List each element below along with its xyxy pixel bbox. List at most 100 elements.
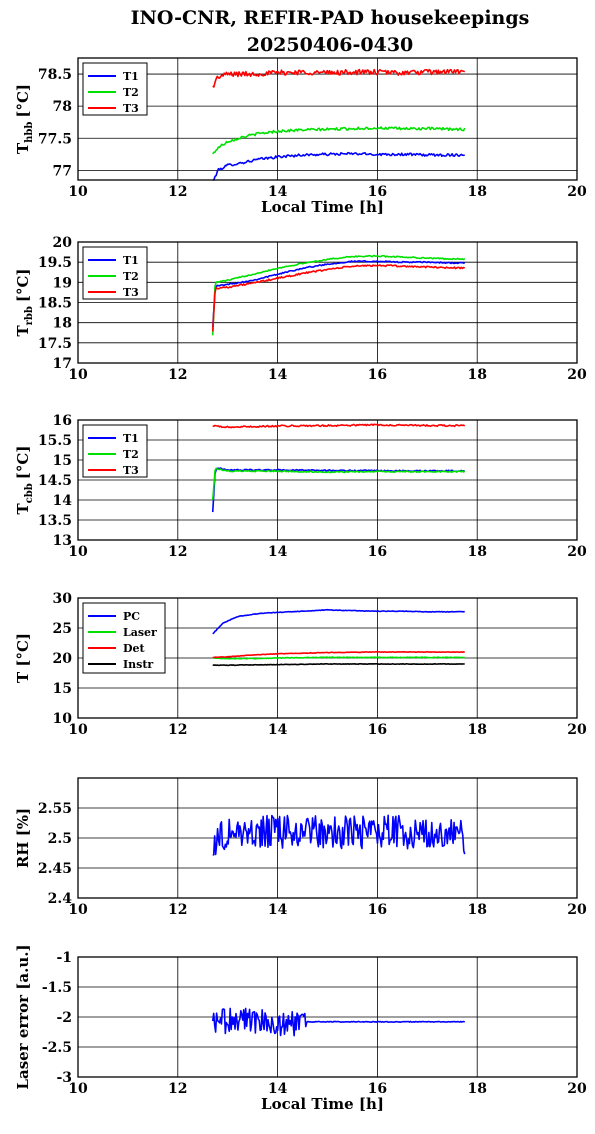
x-tick-label: 18 — [467, 902, 486, 918]
x-tick-label: 16 — [368, 722, 387, 738]
chart-panel-3: 10 12 14 16 18 20 13 13.5 14 14.5 15 15.5 16 Tcbb [°C]… — [14, 413, 587, 560]
x-tick-label: 18 — [467, 367, 486, 383]
x-tick-label: 14 — [268, 722, 288, 738]
y-tick-label: -1.5 — [42, 980, 72, 996]
y-tick-label: 15.5 — [38, 433, 72, 449]
series-line-laser — [212, 656, 465, 660]
y-tick-label: 13 — [53, 533, 72, 549]
x-tick-label: 12 — [168, 184, 187, 200]
legend-label: T1 — [123, 254, 139, 267]
chart-panel-2: 10 12 14 16 18 20 17 17.5 18 18.5 19 19.5 20 Trbb [°C]… — [14, 235, 587, 383]
y-tick-label: 2.5 — [48, 831, 72, 847]
x-tick-label: 10 — [68, 184, 88, 200]
x-tick-label: 18 — [467, 184, 486, 200]
x-tick-label: 14 — [268, 184, 288, 200]
grid — [77, 419, 578, 541]
y-tick-label: 25 — [53, 621, 72, 637]
legend-label: Laser — [123, 626, 157, 639]
series-line-data — [212, 814, 466, 856]
x-tick-label: 10 — [68, 902, 88, 918]
x-tick-label: 12 — [168, 902, 187, 918]
series-line-t3 — [212, 68, 466, 88]
y-axis-label-sub: cbb — [24, 483, 35, 503]
x-tick-label: 20 — [567, 1081, 587, 1097]
legend: PC Laser Det Instr — [82, 602, 166, 674]
series-line-instr — [212, 662, 465, 667]
plot-frame — [77, 241, 578, 364]
x-tick-label: 16 — [368, 902, 387, 918]
y-tick-label: 20 — [53, 651, 73, 667]
x-tick-label: 20 — [567, 184, 587, 200]
legend-label: Det — [123, 642, 146, 655]
y-tick-label: -3 — [56, 1070, 72, 1086]
y-axis-label-main: T — [14, 325, 32, 337]
y-tick-label: -2.5 — [42, 1040, 72, 1056]
legend-label: T2 — [123, 86, 139, 99]
y-axis-label: Laser error [a.u.] — [14, 944, 32, 1089]
series-line-t2 — [212, 126, 466, 155]
x-tick-label: 20 — [567, 722, 587, 738]
y-tick-label: 20 — [53, 235, 73, 251]
y-axis-label-main: T [°C] — [14, 633, 32, 683]
series-line-t2 — [211, 254, 466, 336]
grid — [77, 58, 578, 180]
legend-label: T3 — [123, 464, 139, 477]
x-tick-label: 14 — [268, 544, 288, 560]
x-tick-label: 14 — [268, 1081, 288, 1097]
chart-panel-4: 10 12 14 16 18 20 10 15 20 25 30 T [°C] PC Laser Det In… — [14, 591, 587, 738]
y-tick-label: 77.5 — [38, 131, 72, 147]
series-line-t3 — [212, 423, 466, 429]
plot-frame — [77, 956, 578, 1078]
y-tick-label: 15 — [53, 453, 72, 469]
series-line-pc — [212, 608, 465, 635]
x-tick-label: 10 — [68, 722, 88, 738]
y-axis-label-sub: rbb — [24, 306, 35, 325]
legend-box — [82, 424, 148, 478]
x-tick-label: 14 — [268, 367, 288, 383]
y-axis-label: Trbb [°C] — [14, 268, 35, 336]
legend-label: T1 — [123, 70, 139, 83]
y-axis-label-unit: [°C] — [14, 446, 32, 480]
legend-box — [82, 602, 166, 674]
series-line-t1 — [211, 467, 465, 513]
x-tick-label: 16 — [368, 184, 387, 200]
x-tick-label: 16 — [368, 1081, 387, 1097]
x-tick-label: 20 — [567, 544, 587, 560]
y-tick-label: 17.5 — [38, 336, 72, 352]
x-tick-label: 10 — [68, 544, 88, 560]
plot-frame — [77, 777, 578, 899]
figure-title-line2: 20250406-0430 — [247, 34, 414, 56]
y-tick-label: 2.45 — [38, 861, 72, 877]
y-tick-label: 18 — [53, 316, 72, 332]
legend-box — [82, 246, 148, 300]
y-axis-label-main: Laser error [a.u.] — [14, 944, 32, 1089]
y-axis-label: RH [%] — [14, 808, 32, 868]
x-tick-label: 20 — [567, 902, 587, 918]
x-tick-label: 16 — [368, 544, 387, 560]
x-tick-label: 10 — [68, 1081, 88, 1097]
legend: T1 T2 T3 — [82, 424, 148, 478]
y-tick-label: 19 — [53, 275, 72, 291]
y-axis-label-main: T — [14, 502, 32, 514]
chart-panel-5: 10 12 14 16 18 20 2.4 2.45 2.5 2.55 RH [%] — [14, 777, 587, 918]
series-line-det — [212, 650, 465, 659]
y-tick-label: -2 — [56, 1010, 72, 1026]
x-axis-label: Local Time [h] — [261, 1095, 384, 1113]
plot-frame — [77, 597, 578, 719]
chart-panel-6: 10 12 14 16 18 20 -3 -2.5 -2 -1.5 -1 Local Time [h]… — [14, 944, 587, 1113]
y-tick-label: 19.5 — [38, 255, 72, 271]
y-tick-label: -1 — [56, 950, 72, 966]
y-tick-label: 13.5 — [38, 513, 72, 529]
y-tick-label: 14.5 — [38, 473, 72, 489]
y-tick-label: 2.4 — [48, 891, 73, 907]
y-axis-label: T [°C] — [14, 633, 32, 683]
x-tick-label: 18 — [467, 544, 486, 560]
legend-label: T2 — [123, 448, 139, 461]
series-line-t1 — [212, 151, 465, 181]
y-tick-label: 15 — [53, 681, 72, 697]
figure-title-line1: INO-CNR, REFIR-PAD housekeepings — [131, 7, 530, 29]
x-tick-label: 12 — [168, 722, 187, 738]
y-tick-label: 18.5 — [38, 296, 72, 312]
legend: T1 T2 T3 — [82, 62, 148, 116]
